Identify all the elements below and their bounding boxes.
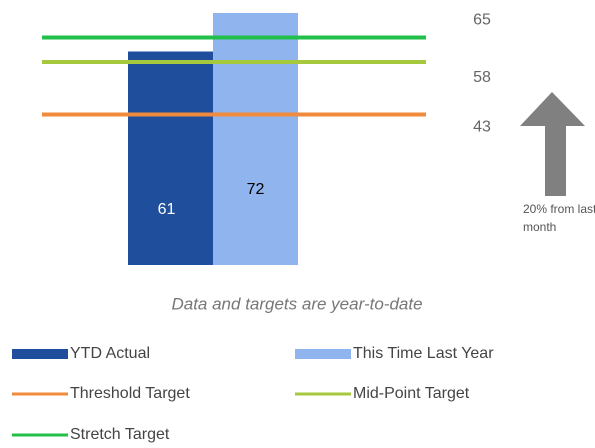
legend-swatch [295, 349, 351, 359]
legend-label: Threshold Target [70, 385, 190, 402]
bar [213, 13, 298, 265]
legend-swatch [12, 392, 68, 396]
note: Data and targets are year-to-date [171, 294, 422, 313]
target-label: 58 [473, 69, 491, 86]
annotation: 20% from last month [523, 202, 595, 234]
legend-label: YTD Actual [70, 345, 150, 362]
bar [128, 51, 213, 265]
legend-swatch [12, 433, 68, 437]
up-arrow [520, 92, 585, 196]
legend-swatch [12, 349, 68, 359]
target-label: 65 [473, 12, 491, 29]
legend-label: This Time Last Year [353, 345, 494, 362]
data-label: 61 [158, 201, 176, 218]
legend-label: Stretch Target [70, 426, 170, 443]
legend-label: Mid-Point Target [353, 385, 470, 402]
data-label: 72 [247, 181, 265, 198]
legend-swatch [295, 392, 351, 396]
target-label: 43 [473, 119, 491, 136]
